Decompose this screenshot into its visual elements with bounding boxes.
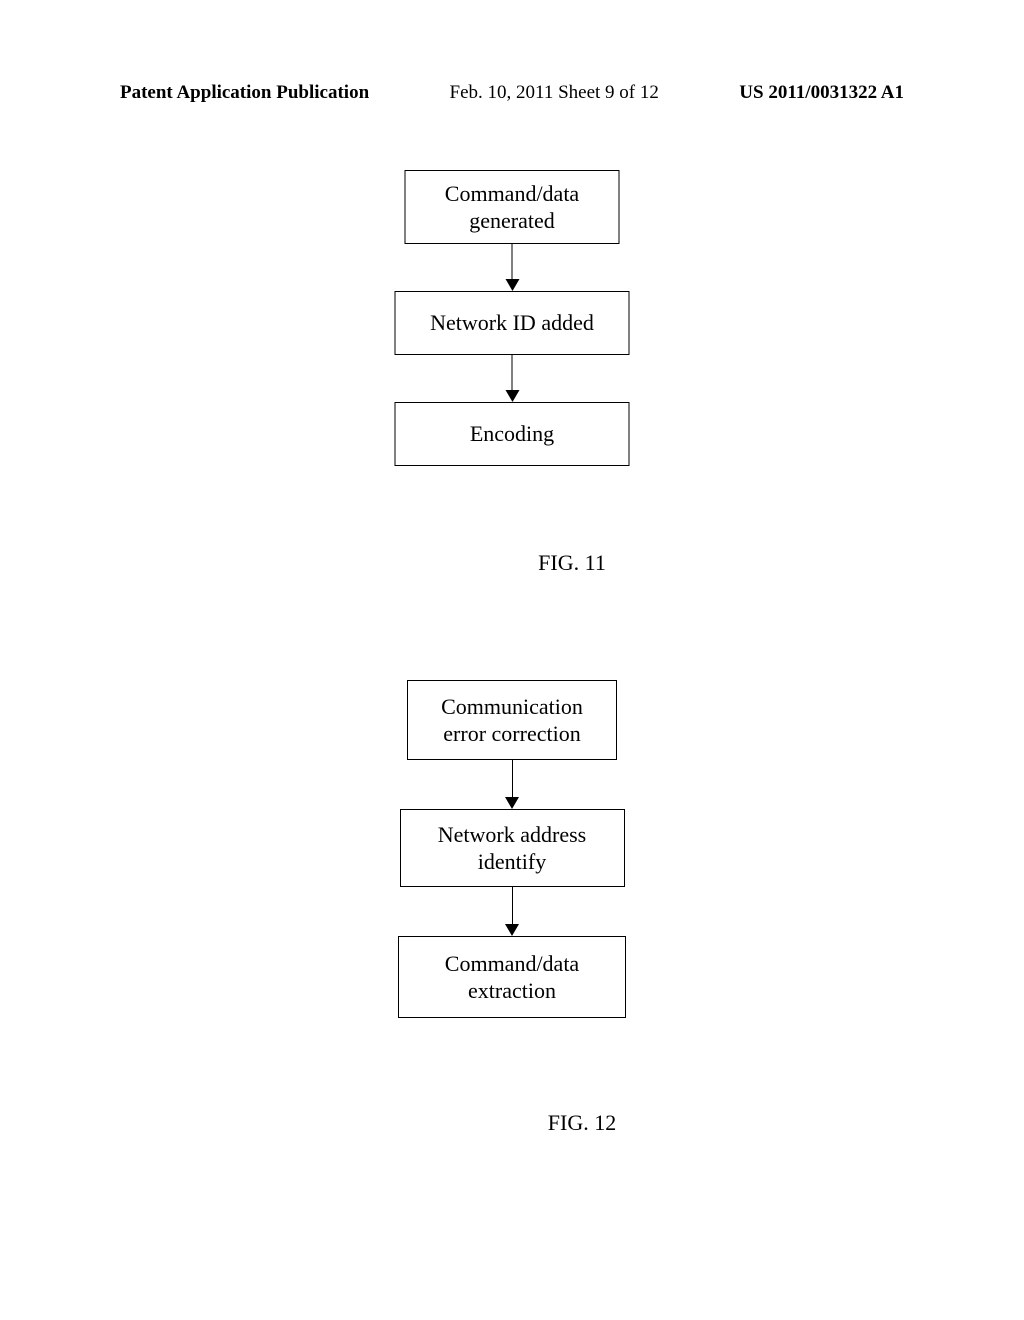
arrow-line bbox=[512, 355, 513, 391]
box-line: Network address bbox=[438, 821, 586, 849]
box-communication-error-correction: Communication error correction bbox=[407, 680, 617, 760]
arrow-line bbox=[512, 887, 513, 925]
header-publication: Patent Application Publication bbox=[120, 82, 369, 104]
box-line: error correction bbox=[443, 720, 580, 748]
header-doc-number: US 2011/0031322 A1 bbox=[739, 82, 904, 104]
box-command-data-generated: Command/data generated bbox=[405, 170, 620, 244]
box-line: Command/data bbox=[445, 950, 579, 978]
flowchart-fig12: Communication error correction Network a… bbox=[398, 680, 626, 1018]
box-line: Network ID added bbox=[430, 309, 594, 337]
arrow-head-icon bbox=[505, 279, 519, 291]
box-line: Communication bbox=[441, 693, 583, 721]
box-network-address-identify: Network address identify bbox=[400, 809, 625, 887]
arrow-down-icon bbox=[505, 355, 519, 402]
box-network-id-added: Network ID added bbox=[395, 291, 630, 355]
box-line: extraction bbox=[468, 977, 556, 1005]
box-encoding: Encoding bbox=[395, 402, 630, 466]
flowchart-fig11: Command/data generated Network ID added … bbox=[395, 170, 630, 466]
arrow-line bbox=[512, 244, 513, 280]
box-line: Command/data bbox=[445, 180, 579, 208]
box-line: identify bbox=[478, 848, 546, 876]
box-line: generated bbox=[469, 207, 555, 235]
page-header: Patent Application Publication Feb. 10, … bbox=[0, 82, 1024, 104]
box-command-data-extraction: Command/data extraction bbox=[398, 936, 626, 1018]
arrow-head-icon bbox=[505, 797, 519, 809]
arrow-head-icon bbox=[505, 390, 519, 402]
arrow-down-icon bbox=[505, 244, 519, 291]
arrow-down-icon bbox=[505, 760, 519, 809]
arrow-line bbox=[512, 760, 513, 798]
figure-label-12: FIG. 12 bbox=[548, 1110, 616, 1136]
header-date-sheet: Feb. 10, 2011 Sheet 9 of 12 bbox=[450, 82, 659, 104]
figure-label-11: FIG. 11 bbox=[538, 550, 606, 576]
arrow-down-icon bbox=[505, 887, 519, 936]
box-line: Encoding bbox=[470, 420, 554, 448]
arrow-head-icon bbox=[505, 924, 519, 936]
